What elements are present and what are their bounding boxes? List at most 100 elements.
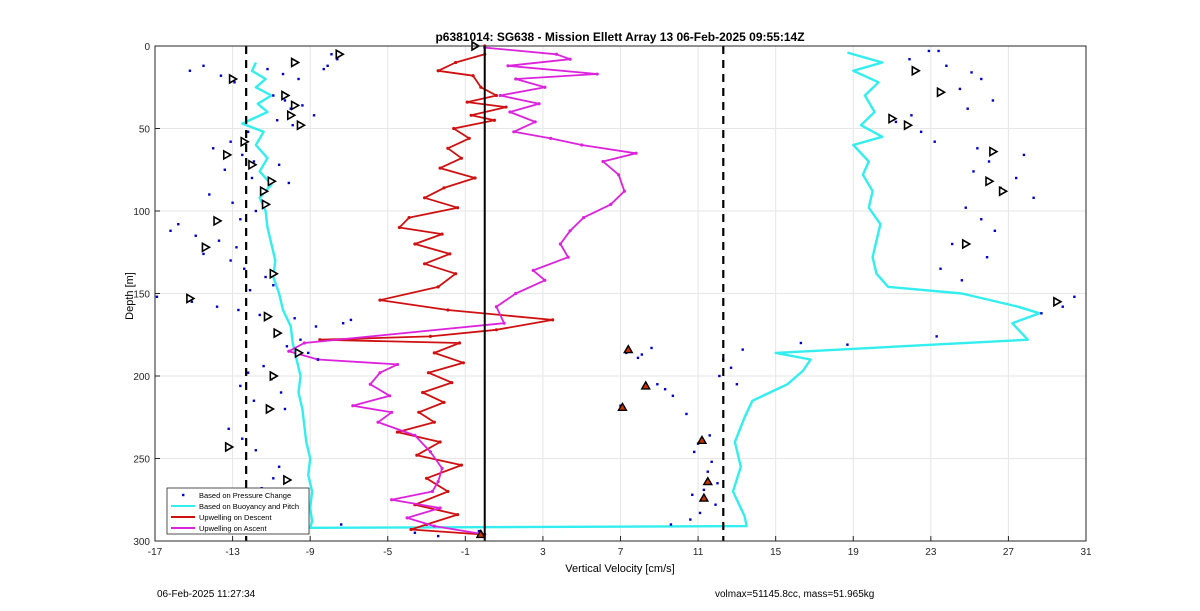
descent-triangle-marker [259,185,270,197]
pressure-point [656,383,659,386]
series-point [351,404,355,408]
pressure-point [281,72,285,76]
pressure-point [252,160,256,163]
x-tick-label: -17 [148,547,163,558]
pressure-point [663,388,667,391]
pressure-point [718,374,721,378]
pressure-point [846,343,849,346]
pressure-point [283,407,287,411]
axes-box [154,45,1087,542]
series-point [512,130,516,134]
y-tick-label: 300 [133,537,150,548]
pressure-point [985,256,989,259]
y-tick-label: 200 [133,372,150,383]
pressure-point [227,427,230,430]
pressure-point [237,308,240,312]
series-point [455,206,460,210]
pressure-point [987,160,991,163]
series-point [595,72,599,76]
pressure-point [258,313,261,317]
pressure-point [477,529,481,533]
descent-triangle-marker [228,73,239,85]
pressure-point [229,259,232,262]
y-tick-label: 150 [133,290,150,301]
x-tick-label: -13 [225,547,240,558]
pressure-point [1073,295,1076,298]
series-point [459,463,464,467]
series-point [502,321,506,325]
pressure-point [1014,176,1018,180]
pressure-point [266,67,269,71]
series-point [395,430,400,434]
descent-triangle-marker [998,185,1009,197]
series-point [397,225,401,230]
descent-triangle-marker [201,241,212,253]
pressure-point [698,511,702,515]
legend-box [166,487,310,535]
series-point [432,420,436,424]
series-point [432,351,436,355]
pressure-point [702,488,706,492]
pressure-point [223,168,227,171]
series-point [423,196,427,200]
descent-triangle-marker [213,215,223,227]
descent-triangle-marker [263,311,274,322]
descent-triangle-marker [888,113,898,124]
pressure-point [991,99,995,102]
series-point [440,466,444,470]
pressure-point [231,201,234,204]
chart-title: p6381014: SG638 - Mission Ellett Array 1… [435,30,804,44]
series-point [514,77,518,81]
series-point [634,151,638,155]
descent-triangle-marker [273,327,283,339]
pressure-point [741,348,744,351]
pressure-point [919,130,923,133]
series-point [469,113,473,117]
series-point [543,278,547,282]
pressure-point [262,364,265,368]
pressure-point [799,341,803,345]
descent-triangle-marker [290,100,301,111]
series-point [558,242,562,246]
series-point [506,64,510,68]
descent-triangle-marker [936,86,947,98]
pressure-point [299,338,302,341]
plot-area: -17 -13 -9 -5 -1 3 7 11 15 19 23 27 3105010015020025… [133,40,1092,558]
series-point [446,308,450,312]
y-tick-label: 50 [139,125,151,136]
x-tick-label: 7 [618,547,624,558]
pressure-point [326,64,329,67]
footer-vol-mass: volmax=51145.8cc, mass=51.965kg [715,589,875,600]
pressure-point [910,114,913,117]
pressure-point [980,77,983,81]
descent-triangle-marker [290,57,301,68]
pressure-point [264,275,267,279]
series-line-upwelling-on-ascent [287,46,637,536]
pressure-point [215,305,219,308]
pressure-point [291,124,294,127]
pressure-point [706,470,709,473]
pressure-point [708,434,711,437]
descent-triangle-marker [186,293,196,304]
footer-timestamp: 06-Feb-2025 11:27:34 [157,589,256,600]
x-tick-label: 11 [693,547,704,558]
series-point [405,516,409,520]
pressure-point [283,99,287,102]
series-point [415,453,419,457]
series-point [467,136,471,140]
pressure-point [277,163,281,166]
descent-triangle-marker [281,90,291,101]
series-point [566,255,570,259]
series-point [457,341,462,345]
descent-triangle-marker [961,238,972,250]
descent-triangle-marker [985,175,995,187]
series-point [430,489,434,494]
series-point [395,362,400,367]
series-point [568,57,572,61]
series-point [442,186,446,190]
pressure-point [945,64,948,67]
series-point [554,52,559,56]
series-point [368,382,372,386]
pressure-point [177,223,180,226]
